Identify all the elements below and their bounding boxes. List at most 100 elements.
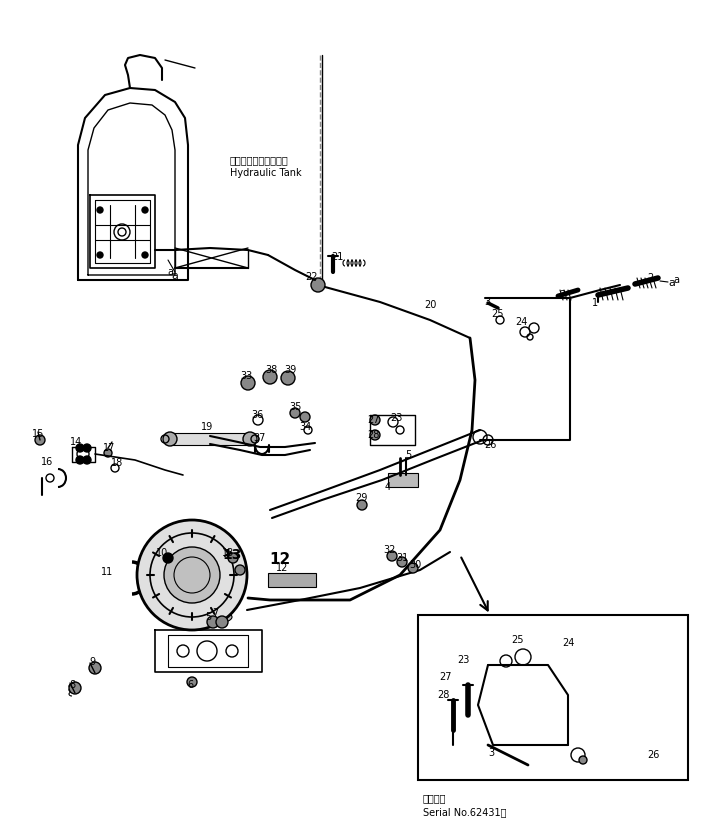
Text: 30: 30	[409, 560, 421, 570]
Circle shape	[235, 565, 245, 575]
Circle shape	[216, 616, 228, 628]
Circle shape	[207, 616, 219, 628]
Circle shape	[137, 520, 247, 630]
Bar	[170, 433, 250, 445]
Text: Serial No.62431～: Serial No.62431～	[423, 807, 506, 817]
Text: 7: 7	[212, 608, 218, 618]
Text: 24: 24	[562, 638, 574, 648]
Text: 適用号機: 適用号機	[423, 793, 447, 803]
Text: 11: 11	[101, 567, 113, 577]
Text: 3: 3	[488, 748, 494, 758]
Circle shape	[69, 682, 81, 694]
Text: 12: 12	[269, 553, 291, 568]
Text: 35: 35	[289, 402, 301, 412]
Circle shape	[177, 645, 189, 657]
Bar	[418, 615, 688, 780]
Circle shape	[35, 435, 45, 445]
Bar	[388, 473, 418, 487]
Text: 15: 15	[32, 429, 44, 439]
Circle shape	[76, 456, 84, 464]
Text: 26: 26	[484, 440, 496, 450]
Circle shape	[370, 415, 380, 425]
Text: 24: 24	[515, 317, 527, 327]
Text: a: a	[167, 267, 173, 277]
Circle shape	[89, 662, 101, 674]
Circle shape	[164, 547, 220, 603]
Text: 33: 33	[240, 371, 252, 381]
Circle shape	[408, 563, 418, 573]
Text: 16: 16	[41, 457, 53, 467]
Text: a: a	[172, 271, 178, 281]
Circle shape	[163, 553, 173, 563]
Text: 4: 4	[385, 482, 391, 492]
Circle shape	[243, 432, 257, 446]
Text: 29: 29	[355, 493, 367, 503]
Ellipse shape	[202, 611, 232, 623]
Circle shape	[83, 456, 91, 464]
Text: 5: 5	[405, 450, 411, 460]
Text: 14: 14	[70, 437, 82, 447]
Circle shape	[263, 370, 277, 384]
Text: a: a	[673, 275, 679, 285]
Text: 23: 23	[457, 655, 469, 665]
Circle shape	[397, 557, 407, 567]
Text: 27: 27	[367, 415, 379, 425]
Text: 20: 20	[423, 300, 436, 310]
Circle shape	[142, 207, 148, 213]
Text: 28: 28	[367, 430, 379, 440]
Text: 22: 22	[305, 272, 318, 282]
Text: 9: 9	[89, 657, 95, 667]
Text: 2: 2	[647, 273, 653, 283]
Text: 27: 27	[440, 672, 452, 682]
Text: 19: 19	[201, 422, 213, 432]
Text: 38: 38	[265, 365, 277, 375]
Circle shape	[83, 444, 91, 452]
Circle shape	[281, 371, 295, 385]
Text: 32: 32	[384, 545, 396, 555]
Text: 28: 28	[437, 690, 449, 700]
Text: 6: 6	[187, 680, 193, 690]
Text: 17: 17	[103, 443, 115, 453]
Text: 13: 13	[222, 548, 234, 558]
Circle shape	[226, 645, 238, 657]
Circle shape	[187, 677, 197, 687]
Circle shape	[228, 553, 238, 563]
Circle shape	[370, 430, 380, 440]
Circle shape	[163, 432, 177, 446]
Circle shape	[97, 207, 103, 213]
Text: 36: 36	[251, 410, 263, 420]
Text: 31: 31	[396, 553, 408, 563]
Text: 25: 25	[492, 309, 504, 319]
Text: 37: 37	[254, 433, 267, 443]
Circle shape	[290, 408, 300, 418]
Text: 25: 25	[512, 635, 525, 645]
Circle shape	[142, 252, 148, 258]
Circle shape	[387, 551, 397, 561]
Text: 3: 3	[484, 297, 490, 307]
Text: 8: 8	[69, 680, 75, 690]
Circle shape	[579, 756, 587, 764]
Text: 13: 13	[222, 548, 242, 562]
Text: 2: 2	[559, 290, 565, 300]
Text: 12: 12	[276, 563, 288, 573]
Text: 23: 23	[390, 413, 402, 423]
Text: a: a	[669, 278, 675, 288]
Text: Hydraulic Tank: Hydraulic Tank	[230, 168, 302, 178]
Text: ハイドロリックタンク: ハイドロリックタンク	[230, 155, 288, 165]
Text: 10: 10	[156, 548, 168, 558]
Text: 5: 5	[205, 612, 211, 622]
Circle shape	[97, 252, 103, 258]
Text: 21: 21	[331, 252, 343, 262]
Circle shape	[311, 278, 325, 292]
Circle shape	[357, 500, 367, 510]
Bar	[268, 573, 316, 587]
Circle shape	[241, 376, 255, 390]
Text: 39: 39	[284, 365, 296, 375]
Circle shape	[104, 449, 112, 457]
Text: 18: 18	[111, 458, 123, 468]
Text: 26: 26	[647, 750, 659, 760]
Circle shape	[300, 412, 310, 422]
Text: 1: 1	[592, 298, 598, 308]
Text: 34: 34	[299, 422, 311, 432]
Circle shape	[76, 444, 84, 452]
